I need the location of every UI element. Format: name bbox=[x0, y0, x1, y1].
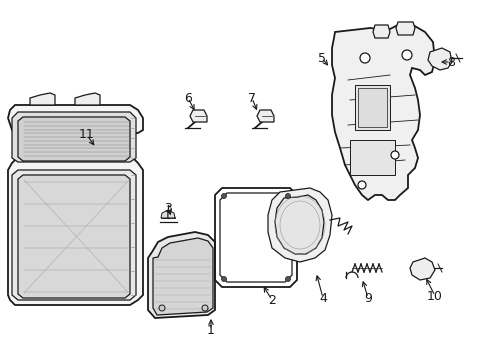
Polygon shape bbox=[12, 112, 136, 162]
Polygon shape bbox=[153, 238, 213, 315]
Text: 8: 8 bbox=[446, 55, 454, 68]
Polygon shape bbox=[274, 195, 324, 254]
Polygon shape bbox=[331, 25, 434, 200]
Polygon shape bbox=[257, 110, 273, 122]
Polygon shape bbox=[372, 25, 389, 38]
Polygon shape bbox=[168, 210, 175, 218]
Polygon shape bbox=[148, 232, 215, 318]
Polygon shape bbox=[12, 170, 136, 300]
Text: 3: 3 bbox=[164, 202, 172, 215]
Polygon shape bbox=[354, 85, 389, 130]
Text: 4: 4 bbox=[318, 292, 326, 305]
Text: 11: 11 bbox=[79, 129, 95, 141]
Polygon shape bbox=[190, 110, 206, 122]
Circle shape bbox=[221, 276, 226, 282]
Polygon shape bbox=[409, 258, 434, 280]
Text: 7: 7 bbox=[247, 91, 256, 104]
Polygon shape bbox=[161, 210, 168, 218]
Polygon shape bbox=[18, 117, 130, 161]
Circle shape bbox=[390, 151, 398, 159]
Circle shape bbox=[221, 194, 226, 198]
Text: 10: 10 bbox=[426, 289, 442, 302]
Circle shape bbox=[357, 181, 365, 189]
Text: 6: 6 bbox=[183, 91, 192, 104]
Polygon shape bbox=[357, 88, 386, 127]
Polygon shape bbox=[349, 140, 394, 175]
Circle shape bbox=[202, 305, 207, 311]
Polygon shape bbox=[75, 93, 100, 105]
Polygon shape bbox=[427, 48, 451, 70]
Polygon shape bbox=[8, 105, 142, 305]
Polygon shape bbox=[267, 188, 331, 262]
Text: 9: 9 bbox=[364, 292, 371, 305]
Circle shape bbox=[285, 276, 290, 282]
Text: 2: 2 bbox=[267, 293, 275, 306]
Text: 1: 1 bbox=[206, 324, 215, 337]
Polygon shape bbox=[30, 93, 55, 105]
Circle shape bbox=[359, 53, 369, 63]
Polygon shape bbox=[395, 22, 414, 35]
Text: 5: 5 bbox=[317, 51, 325, 64]
Circle shape bbox=[159, 305, 164, 311]
Circle shape bbox=[285, 194, 290, 198]
Circle shape bbox=[401, 50, 411, 60]
Polygon shape bbox=[18, 175, 130, 298]
